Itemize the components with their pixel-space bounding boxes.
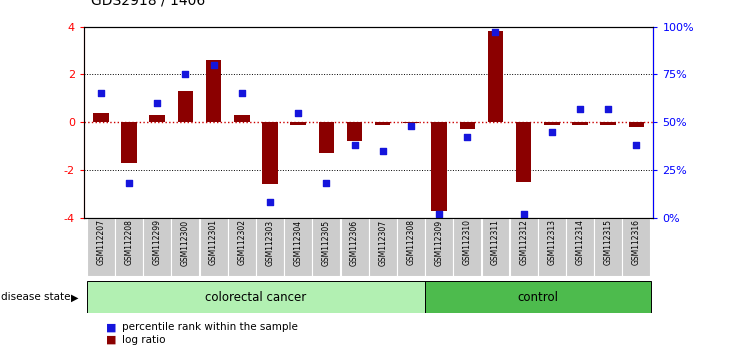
Point (461, 135, 473, 140)
Text: GSM112305: GSM112305 (322, 219, 331, 266)
Bar (256, 218, 284, 276)
Bar (87, 281, 425, 313)
Text: colorectal cancer: colorectal cancer (205, 291, 307, 304)
Text: ▶: ▶ (72, 292, 79, 302)
Text: disease state: disease state (1, 292, 70, 302)
Text: GSM112301: GSM112301 (209, 219, 218, 266)
Point (208, 62, 220, 68)
Point (236, 91, 247, 96)
Bar (375, 122, 391, 125)
Bar (200, 218, 228, 276)
Bar (234, 115, 250, 122)
Bar (538, 218, 566, 276)
Bar (284, 218, 312, 276)
Point (405, 123, 417, 129)
Point (151, 100, 163, 106)
Point (575, 106, 586, 112)
Text: GSM112309: GSM112309 (434, 219, 444, 266)
Point (490, 29, 502, 35)
Text: GSM112299: GSM112299 (153, 219, 162, 266)
Bar (93, 113, 109, 122)
Bar (566, 218, 594, 276)
Bar (143, 218, 172, 276)
Bar (623, 218, 650, 276)
Bar (629, 122, 644, 127)
Bar (397, 218, 425, 276)
Bar (318, 122, 334, 153)
Bar (460, 122, 475, 129)
Bar (516, 122, 531, 182)
Bar (177, 91, 193, 122)
Text: GSM112310: GSM112310 (463, 219, 472, 266)
Point (377, 148, 388, 154)
Text: GSM112312: GSM112312 (519, 219, 529, 266)
Bar (172, 218, 199, 276)
Bar (594, 218, 622, 276)
Point (602, 106, 614, 112)
Point (264, 200, 276, 205)
Text: GSM112314: GSM112314 (575, 219, 585, 266)
Text: GSM112303: GSM112303 (266, 219, 274, 266)
Bar (150, 115, 165, 122)
Point (180, 72, 191, 77)
Point (123, 181, 135, 186)
Bar (488, 32, 503, 122)
Bar (403, 122, 419, 123)
Bar (87, 218, 115, 276)
Bar (121, 122, 137, 163)
Point (518, 211, 529, 217)
Text: GDS2918 / 1406: GDS2918 / 1406 (91, 0, 206, 7)
Bar (115, 218, 143, 276)
Bar (482, 218, 510, 276)
Point (546, 129, 558, 135)
Point (292, 110, 304, 115)
Bar (369, 218, 396, 276)
Bar (431, 122, 447, 211)
Point (631, 142, 642, 148)
Point (95, 91, 107, 96)
Bar (228, 218, 255, 276)
Bar (544, 122, 560, 125)
Point (320, 181, 332, 186)
Point (349, 142, 361, 148)
Text: GSM112307: GSM112307 (378, 219, 387, 266)
Text: GSM112207: GSM112207 (96, 219, 105, 266)
Bar (312, 218, 340, 276)
Text: GSM112308: GSM112308 (407, 219, 415, 266)
Bar (601, 122, 616, 125)
Text: GSM112306: GSM112306 (350, 219, 359, 266)
Text: GSM112304: GSM112304 (293, 219, 303, 266)
Text: percentile rank within the sample: percentile rank within the sample (122, 322, 298, 332)
Bar (291, 122, 306, 125)
Point (434, 211, 445, 217)
Bar (572, 122, 588, 125)
Text: GSM112208: GSM112208 (125, 219, 134, 266)
Bar (341, 218, 369, 276)
Text: ■: ■ (106, 322, 116, 332)
Bar (425, 218, 453, 276)
Text: log ratio: log ratio (122, 335, 166, 345)
Text: GSM112315: GSM112315 (604, 219, 612, 266)
Text: GSM112311: GSM112311 (491, 219, 500, 266)
Bar (347, 122, 362, 141)
Bar (206, 60, 221, 122)
Bar (453, 218, 481, 276)
Text: GSM112313: GSM112313 (548, 219, 556, 266)
Bar (262, 122, 277, 184)
Bar (510, 218, 537, 276)
Text: control: control (518, 291, 558, 304)
Bar (425, 281, 650, 313)
Text: GSM112316: GSM112316 (632, 219, 641, 266)
Text: ■: ■ (106, 335, 116, 345)
Text: GSM112300: GSM112300 (181, 219, 190, 266)
Text: GSM112302: GSM112302 (237, 219, 246, 266)
